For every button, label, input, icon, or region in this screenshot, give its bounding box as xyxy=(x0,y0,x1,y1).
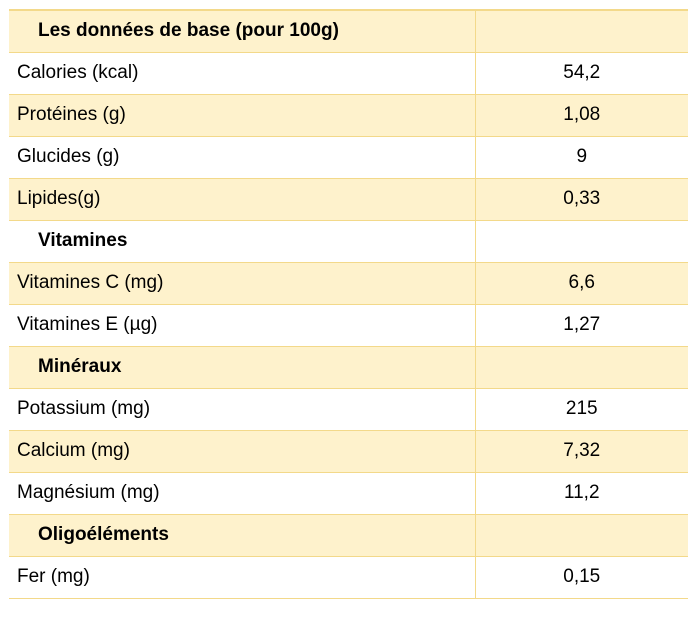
row-label-potassium: Potassium (mg) xyxy=(9,388,475,431)
table-title-value-cell xyxy=(474,9,688,53)
row-label-lipides: Lipides(g) xyxy=(9,178,475,221)
row-label-vitamine-e: Vitamines E (µg) xyxy=(9,304,475,347)
row-label-magnesium: Magnésium (mg) xyxy=(9,472,475,515)
table-row: Protéines (g) 1,08 xyxy=(9,94,688,137)
table-row: Calcium (mg) 7,32 xyxy=(9,430,688,473)
row-value-fer: 0,15 xyxy=(474,556,688,599)
section-title-mineraux: Minéraux xyxy=(9,346,475,389)
row-label-proteines: Protéines (g) xyxy=(9,94,475,137)
row-label-glucides: Glucides (g) xyxy=(9,136,475,179)
table-row: Potassium (mg) 215 xyxy=(9,388,688,431)
row-value-lipides: 0,33 xyxy=(474,178,688,221)
row-label-vitamine-c: Vitamines C (mg) xyxy=(9,262,475,305)
table-row: Vitamines C (mg) 6,6 xyxy=(9,262,688,305)
table-title: Les données de base (pour 100g) xyxy=(9,9,475,53)
row-label-fer: Fer (mg) xyxy=(9,556,475,599)
section-header-vitamines: Vitamines xyxy=(9,220,688,263)
table-row: Lipides(g) 0,33 xyxy=(9,178,688,221)
row-value-calcium: 7,32 xyxy=(474,430,688,473)
section-title-vitamines: Vitamines xyxy=(9,220,475,263)
table-row: Fer (mg) 0,15 xyxy=(9,556,688,599)
section-header-mineraux: Minéraux xyxy=(9,346,688,389)
table-row: Magnésium (mg) 11,2 xyxy=(9,472,688,515)
table-row: Calories (kcal) 54,2 xyxy=(9,52,688,95)
table-row: Glucides (g) 9 xyxy=(9,136,688,179)
table-row: Vitamines E (µg) 1,27 xyxy=(9,304,688,347)
section-value-vitamines xyxy=(474,220,688,263)
section-header-oligoelements: Oligoéléments xyxy=(9,514,688,557)
row-value-potassium: 215 xyxy=(474,388,688,431)
row-value-proteines: 1,08 xyxy=(474,94,688,137)
row-value-glucides: 9 xyxy=(474,136,688,179)
table-title-row: Les données de base (pour 100g) xyxy=(9,9,688,53)
section-value-oligoelements xyxy=(474,514,688,557)
row-value-magnesium: 11,2 xyxy=(474,472,688,515)
nutrition-table: Les données de base (pour 100g) Calories… xyxy=(9,9,688,599)
nutrition-table-container: Les données de base (pour 100g) Calories… xyxy=(9,9,688,599)
row-value-vitamine-e: 1,27 xyxy=(474,304,688,347)
section-value-mineraux xyxy=(474,346,688,389)
row-value-vitamine-c: 6,6 xyxy=(474,262,688,305)
section-title-oligoelements: Oligoéléments xyxy=(9,514,475,557)
row-value-calories: 54,2 xyxy=(474,52,688,95)
row-label-calories: Calories (kcal) xyxy=(9,52,475,95)
row-label-calcium: Calcium (mg) xyxy=(9,430,475,473)
